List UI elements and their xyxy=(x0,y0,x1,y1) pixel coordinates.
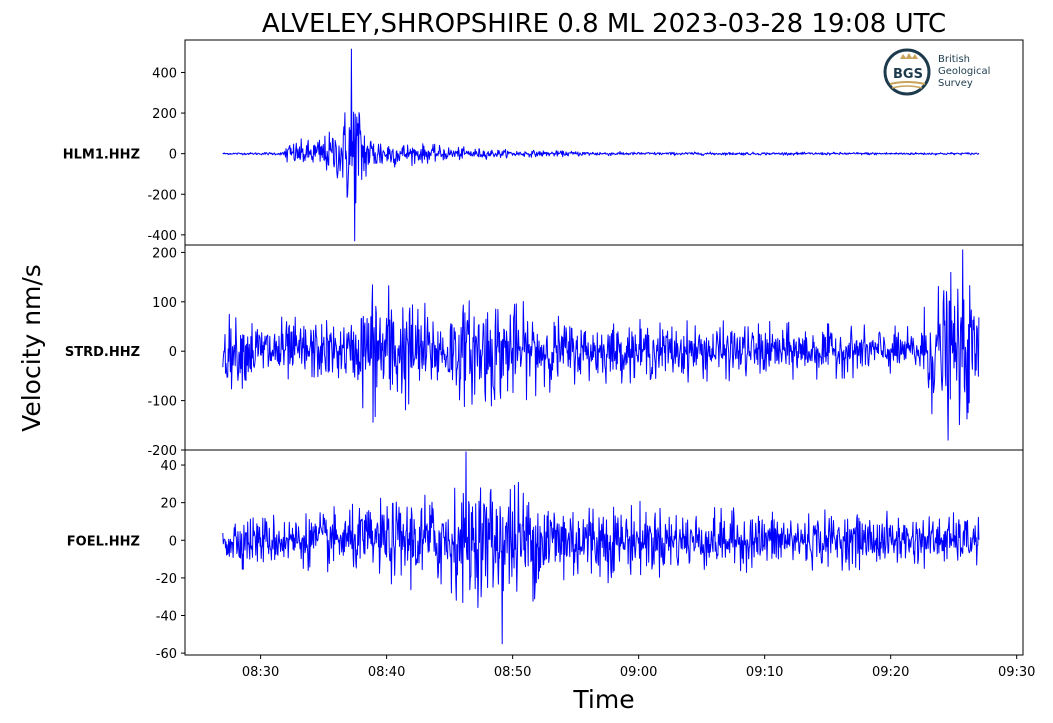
y-tick-label: 40 xyxy=(160,459,177,474)
y-axis-label: Velocity nm/s xyxy=(17,264,46,432)
y-tick-label: -60 xyxy=(156,647,177,662)
y-tick-label: 0 xyxy=(169,148,177,163)
waveform-trace xyxy=(222,249,980,441)
x-tick-label: 08:50 xyxy=(494,665,531,680)
bgs-logo-abbr: BGS xyxy=(893,67,923,82)
x-tick-label: 08:30 xyxy=(242,665,279,680)
y-tick-label: -200 xyxy=(147,444,177,459)
y-tick-label: 200 xyxy=(152,107,177,122)
station-label: HLM1.HHZ xyxy=(63,148,140,163)
bgs-logo: BGS British Geological Survey xyxy=(883,48,990,96)
bgs-logo-line2: Geological xyxy=(938,66,990,77)
chart-title: ALVELEY,SHROPSHIRE 0.8 ML 2023-03-28 19:… xyxy=(262,9,946,39)
bgs-logo-line3: Survey xyxy=(938,78,973,89)
y-tick-label: 100 xyxy=(152,296,177,311)
bgs-logo-swoosh-icon xyxy=(889,81,926,85)
time-axis: 08:30 08:40 08:50 09:00 09:10 09:20 09:30 xyxy=(242,655,1035,680)
panel-strd-hhz: STRD.HHZ 200 100 0 -100 -200 xyxy=(65,244,1024,459)
station-label: FOEL.HHZ xyxy=(67,534,140,549)
y-tick-label: 200 xyxy=(152,246,177,261)
waveform-trace xyxy=(222,451,980,645)
bgs-logo-swoosh2-icon xyxy=(891,85,923,89)
trace-panels: HLM1.HHZ4002000-200-400STRD.HHZ2001000-1… xyxy=(63,39,1024,662)
x-tick-label: 09:30 xyxy=(998,665,1035,680)
y-tick-label: -400 xyxy=(147,229,177,244)
panel-frame xyxy=(184,449,1024,656)
x-tick-label: 09:20 xyxy=(872,665,909,680)
bgs-logo-crown-icon xyxy=(900,53,918,59)
x-axis-label: Time xyxy=(572,685,634,714)
y-tick-label: -20 xyxy=(156,572,177,587)
station-label: STRD.HHZ xyxy=(65,345,140,360)
y-tick-label: -40 xyxy=(156,610,177,625)
y-tick-label: 0 xyxy=(169,534,177,549)
x-tick-label: 09:10 xyxy=(746,665,783,680)
bgs-logo-line1: British xyxy=(938,54,970,65)
x-tick-label: 08:40 xyxy=(368,665,405,680)
y-tick-label: 0 xyxy=(169,345,177,360)
y-tick-label: 20 xyxy=(160,497,177,512)
x-tick-label: 09:00 xyxy=(620,665,657,680)
y-tick-label: -100 xyxy=(147,395,177,410)
panel-hlm1-hhz: HLM1.HHZ 400 200 0 -200 -400 xyxy=(63,39,1024,246)
y-tick-label: 400 xyxy=(152,66,177,81)
y-tick-label: -200 xyxy=(147,188,177,203)
panel-foel-hhz: FOEL.HHZ 40 20 0 -20 -40 -60 xyxy=(67,449,1024,662)
waveform-trace xyxy=(222,48,980,242)
